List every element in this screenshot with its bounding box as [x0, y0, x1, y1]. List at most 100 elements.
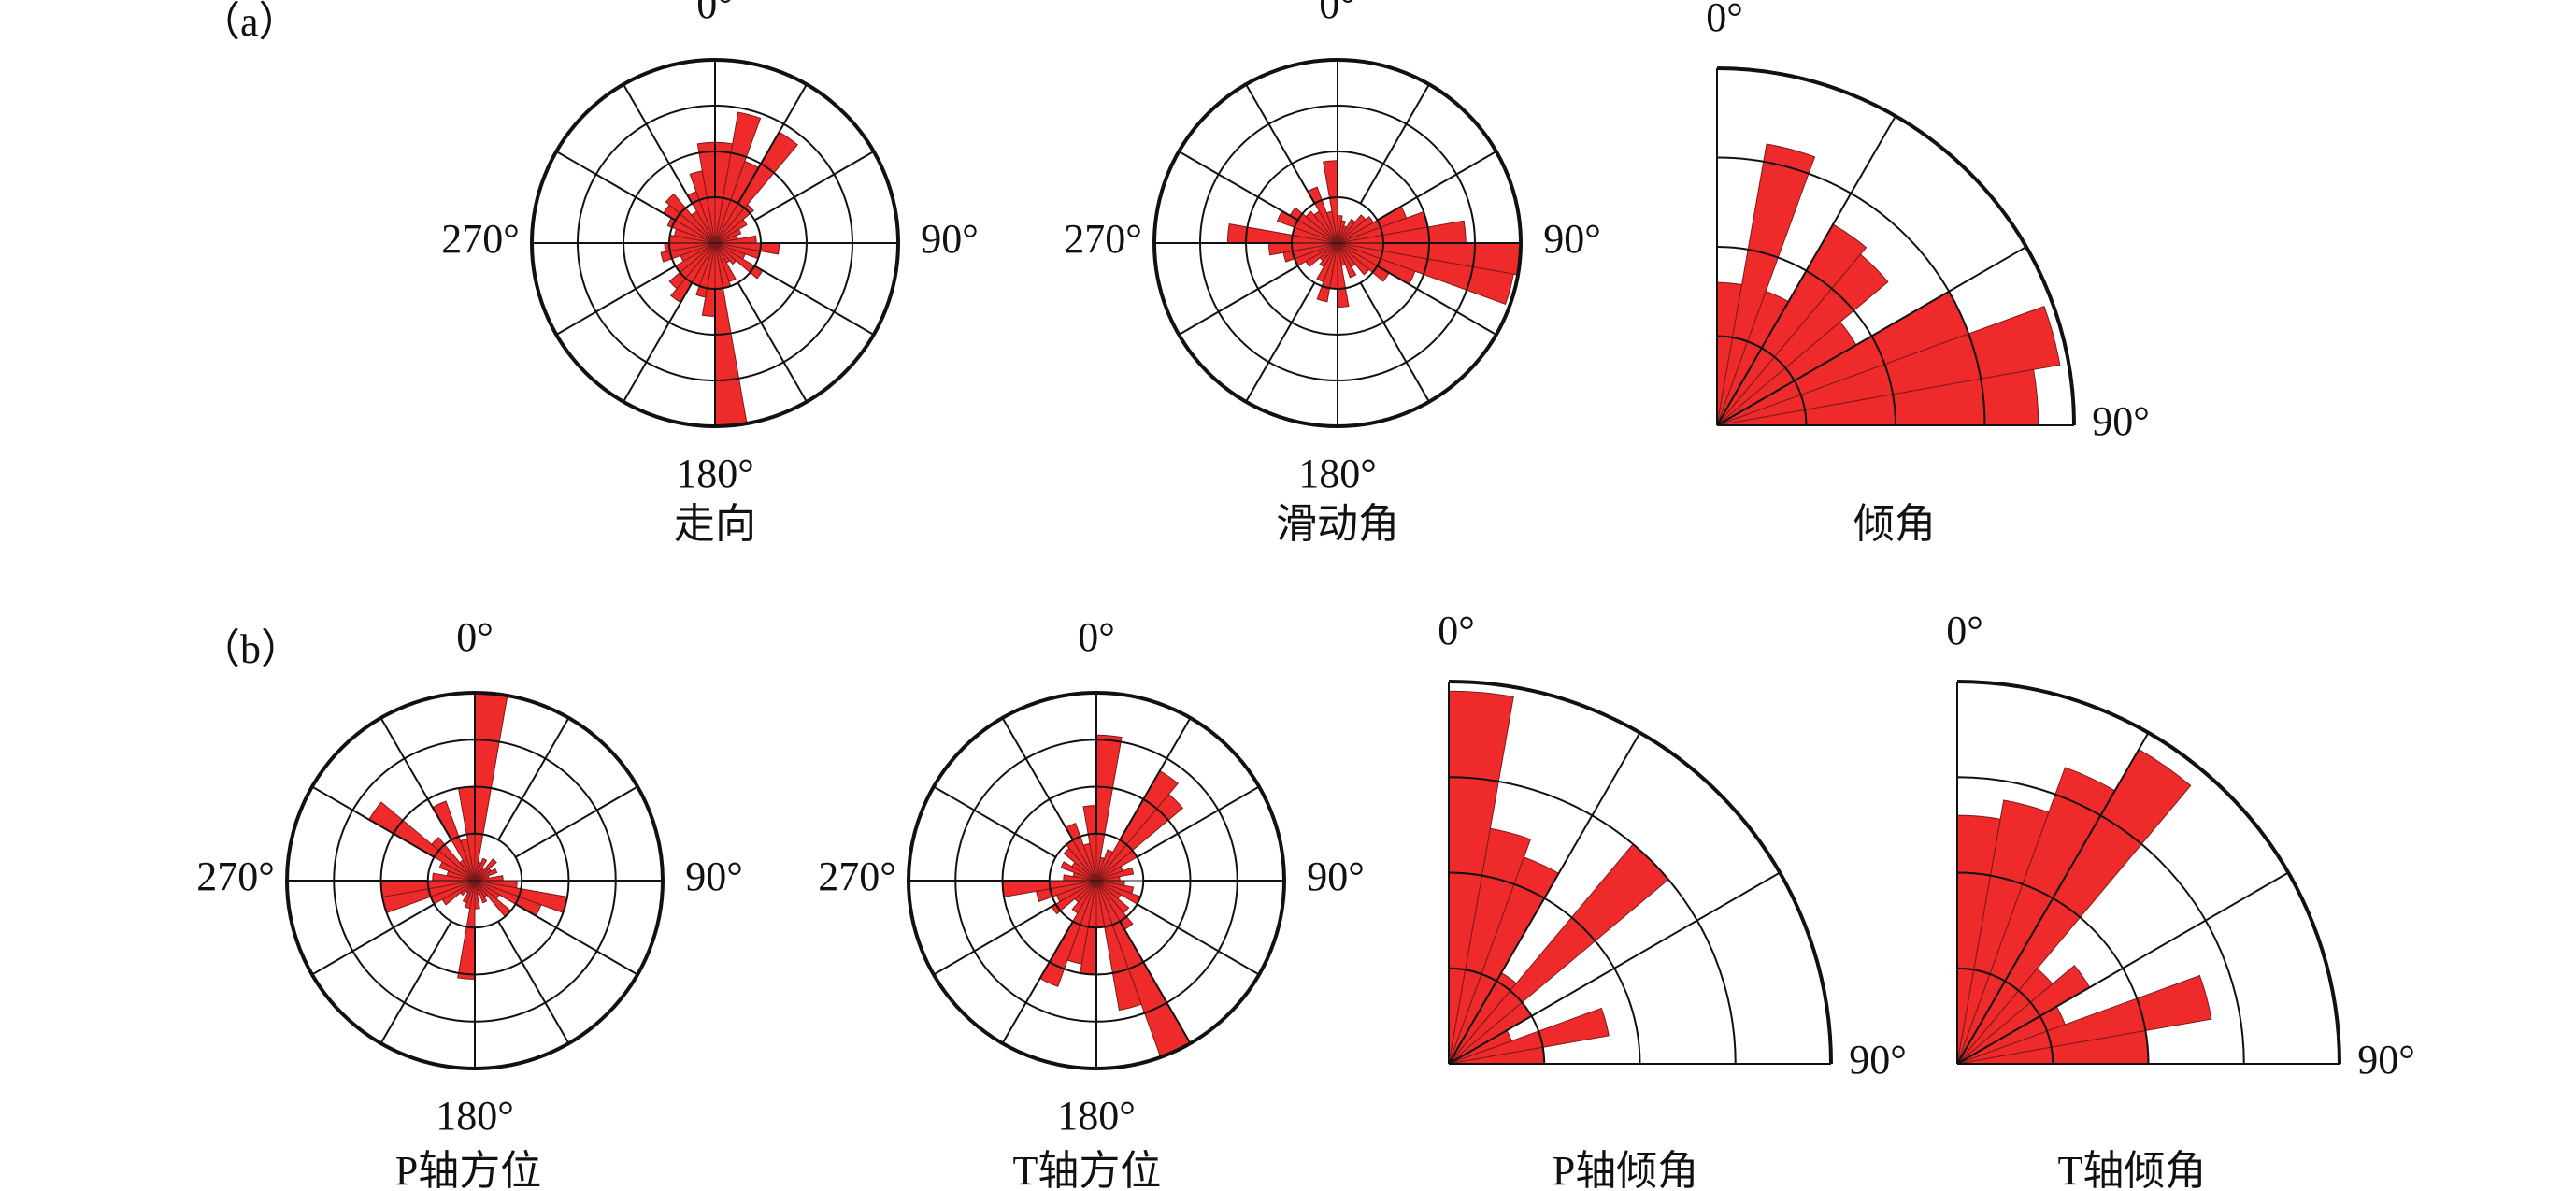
rose-wedge: [1071, 880, 1097, 914]
theta-tick-label: 180°: [1057, 1093, 1136, 1139]
theta-tick-label: 180°: [676, 451, 754, 496]
theta-tick-label: 0°: [1319, 0, 1356, 27]
spoke-grid: [515, 903, 638, 976]
theta-tick-label: 90°: [2092, 398, 2150, 444]
spoke-grid: [311, 903, 435, 976]
rose-wedge: [1716, 305, 2061, 426]
spoke-grid: [1448, 732, 1641, 1065]
ring-grid: [1448, 680, 1833, 1065]
theta-tick-label: 0°: [1706, 0, 1743, 40]
spoke-grid: [1716, 246, 2027, 426]
ring-grid: [1956, 680, 2341, 1065]
ring-grid: [1716, 335, 1808, 426]
theta-tick-label: 270°: [1064, 216, 1142, 262]
rose-wedge: [665, 193, 716, 244]
rose-wedge: [714, 242, 737, 265]
theta-tick-label: 90°: [921, 216, 979, 262]
theta-tick-label: 0°: [696, 0, 734, 27]
theta-tick-label: 0°: [1438, 608, 1475, 653]
rose-wedge: [474, 868, 498, 882]
spoke-grid: [1178, 151, 1299, 222]
ring-grid: [1956, 871, 2150, 1065]
spoke-grid: [1178, 265, 1299, 336]
rose-wedge: [1716, 143, 1816, 426]
spoke-grid: [379, 717, 452, 840]
theta-tick-label: 270°: [818, 854, 896, 899]
spoke-grid: [737, 83, 808, 205]
rose-wedge: [1305, 210, 1338, 244]
rose-wedge: [714, 111, 762, 244]
spoke-grid: [515, 785, 638, 858]
chart-title: 走向: [674, 501, 756, 547]
rose-wedge: [1095, 793, 1184, 882]
rose-wedge: [474, 858, 497, 882]
rose-wedge: [1448, 827, 1532, 1065]
spoke-grid: [1119, 717, 1192, 840]
spoke-grid: [1245, 281, 1316, 403]
rose-wedge: [1716, 253, 1889, 426]
rose-wedge: [474, 880, 488, 904]
spoke-grid: [1359, 83, 1430, 205]
spoke-grid: [497, 921, 570, 1044]
spoke-grid: [623, 83, 694, 205]
rose-wedge: [1956, 974, 2212, 1065]
spoke-grid: [311, 785, 435, 858]
spoke-grid: [497, 717, 570, 840]
theta-tick-label: 270°: [441, 216, 520, 262]
chart-title: 滑动角: [1276, 501, 1399, 547]
spoke-grid: [1376, 151, 1497, 222]
spoke-grid: [753, 265, 875, 336]
rose-wedge: [660, 242, 716, 263]
chart-title: T轴方位: [1013, 1148, 1162, 1191]
theta-tick-label: 270°: [196, 854, 275, 899]
rose-wedge: [668, 242, 716, 290]
theta-tick-label: 180°: [1298, 451, 1377, 496]
rose-wedge: [714, 228, 742, 244]
spoke-grid: [1137, 785, 1260, 858]
theta-tick-label: 90°: [1543, 216, 1601, 262]
ring-grid: [1716, 156, 1986, 426]
rose-wedge: [1337, 242, 1357, 279]
ring-grid: [1448, 871, 1641, 1065]
rose-wedge: [714, 219, 748, 244]
chart-title: T轴倾角: [2058, 1148, 2207, 1191]
theta-tick-label: 90°: [2357, 1037, 2415, 1083]
spoke-grid: [1376, 265, 1497, 336]
ring-grid: [1448, 967, 1546, 1065]
rose-wedge: [1095, 880, 1142, 1012]
chart-title: P轴倾角: [1553, 1148, 1698, 1191]
spoke-grid: [1137, 903, 1260, 976]
spoke-grid: [1001, 921, 1074, 1044]
chart-title: P轴方位: [395, 1148, 541, 1191]
spoke-grid: [933, 785, 1056, 858]
theta-tick-label: 90°: [1307, 854, 1365, 899]
spoke-grid: [1448, 871, 1781, 1065]
theta-tick-label: 0°: [456, 614, 494, 660]
theta-tick-label: 0°: [1078, 614, 1115, 660]
theta-tick-label: 180°: [436, 1093, 514, 1139]
chart-title: 倾角: [1853, 501, 1936, 547]
ring-grid: [1716, 66, 2076, 426]
spoke-grid: [753, 151, 875, 222]
theta-tick-label: 90°: [685, 854, 743, 899]
ring-grid: [1956, 776, 2245, 1065]
panel-label: （b）: [199, 626, 302, 672]
ring-grid: [1956, 967, 2054, 1065]
theta-tick-label: 0°: [1946, 608, 1983, 653]
spoke-grid: [1716, 115, 1896, 426]
spoke-grid: [1245, 83, 1316, 205]
spoke-grid: [379, 921, 452, 1044]
spoke-grid: [1001, 717, 1074, 840]
spoke-grid: [623, 281, 694, 403]
theta-tick-label: 90°: [1849, 1037, 1907, 1083]
spoke-grid: [1119, 921, 1192, 1044]
rose-wedge: [1095, 867, 1135, 882]
spoke-grid: [1956, 871, 2289, 1065]
rose-wedge: [431, 837, 476, 882]
spoke-grid: [555, 151, 677, 222]
ring-grid: [1448, 776, 1737, 1065]
spoke-grid: [1359, 281, 1430, 403]
panel-label: （a）: [199, 0, 300, 45]
rose-wedge: [1337, 242, 1370, 276]
